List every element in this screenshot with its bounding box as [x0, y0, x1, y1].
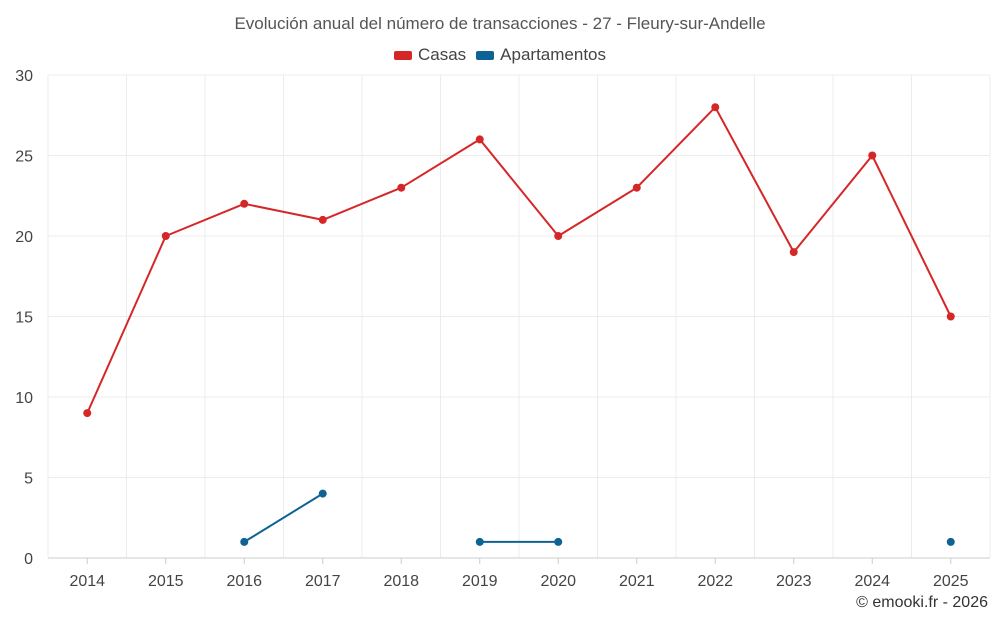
x-tick-label-2020: 2020 — [540, 573, 576, 590]
legend-item-casas[interactable]: Casas — [393, 45, 467, 65]
x-tick-label-2024: 2024 — [854, 573, 890, 590]
data-point-apartamentos-2020 — [554, 537, 563, 546]
x-tick-label-2017: 2017 — [305, 573, 341, 590]
data-point-casas-2017 — [318, 215, 327, 224]
x-tick-label-2015: 2015 — [148, 573, 184, 590]
data-point-casas-2025 — [946, 312, 955, 321]
legend-label-casas: Casas — [417, 45, 467, 64]
data-point-casas-2018 — [397, 183, 406, 192]
data-point-casas-2019 — [475, 135, 484, 144]
data-point-casas-2024 — [868, 151, 877, 160]
x-tick-label-2019: 2019 — [462, 573, 498, 590]
y-tick-label-30: 30 — [15, 68, 33, 85]
data-point-casas-2023 — [789, 248, 798, 257]
chart-title: Evolución anual del número de transaccio… — [234, 14, 766, 33]
data-point-casas-2015 — [161, 232, 170, 240]
y-tick-label-10: 10 — [15, 390, 33, 407]
x-tick-label-2016: 2016 — [226, 573, 262, 590]
x-tick-label-2014: 2014 — [69, 573, 105, 590]
legend-item-apartamentos[interactable]: Apartamentos — [476, 45, 606, 65]
data-point-casas-2014 — [83, 409, 92, 418]
x-tick-label-2021: 2021 — [619, 573, 655, 590]
data-point-casas-2021 — [632, 183, 641, 192]
series-lines — [86, 106, 952, 543]
data-point-apartamentos-2019 — [475, 537, 484, 546]
legend-swatch-apartamentos — [476, 50, 495, 60]
data-points — [83, 103, 955, 546]
axes — [48, 557, 990, 564]
data-point-apartamentos-2017 — [318, 489, 327, 498]
y-tick-label-5: 5 — [24, 471, 33, 488]
y-tick-label-25: 25 — [15, 149, 33, 166]
data-point-casas-2016 — [240, 199, 249, 208]
copyright-text: © emooki.fr - 2026 — [856, 594, 988, 611]
x-tick-label-2018: 2018 — [383, 573, 419, 590]
x-tick-label-2023: 2023 — [776, 573, 812, 590]
data-point-casas-2022 — [711, 103, 720, 112]
legend-swatch-casas — [393, 50, 412, 60]
legend: Casas Apartamentos — [0, 45, 1000, 65]
legend-label-apartamentos: Apartamentos — [500, 45, 607, 64]
y-tick-label-15: 15 — [15, 310, 33, 327]
y-tick-label-0: 0 — [24, 551, 33, 568]
data-point-casas-2020 — [554, 232, 563, 240]
series-line-apartamentos-0 — [243, 492, 324, 543]
x-tick-label-2025: 2025 — [933, 573, 969, 590]
series-line-casas-0 — [86, 106, 952, 414]
y-tick-label-20: 20 — [15, 229, 33, 246]
grid-lines — [47, 74, 991, 558]
x-tick-label-2022: 2022 — [697, 573, 733, 590]
data-point-apartamentos-2016 — [240, 537, 249, 546]
data-point-apartamentos-2025 — [946, 537, 955, 546]
